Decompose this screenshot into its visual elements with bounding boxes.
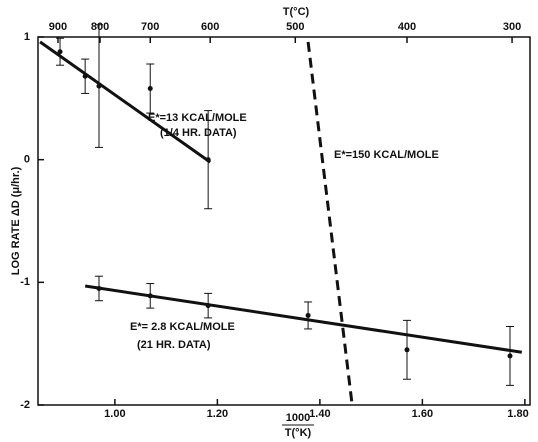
annotation: E*=13 KCAL/MOLE <box>148 112 247 124</box>
x-tick-label: 1.40 <box>309 408 330 420</box>
data-point <box>404 347 410 353</box>
x-tick-label: 1.20 <box>207 408 228 420</box>
data-point <box>507 353 513 359</box>
y-axis-label: LOG RATE ΔD (μ/hr.) <box>10 166 22 275</box>
fit-line <box>39 40 212 164</box>
top-tick-label: 700 <box>141 21 159 33</box>
x-tick-label: 1.60 <box>412 408 433 420</box>
data-point <box>205 303 211 309</box>
y-tick-label: 0 <box>24 154 30 166</box>
data-point <box>82 73 88 79</box>
x-axis-label-numerator: 1000 <box>286 412 310 424</box>
data-point <box>96 83 102 89</box>
data-point <box>96 285 102 291</box>
annotation: (1/4 HR. DATA) <box>160 127 237 139</box>
data-point <box>147 293 153 299</box>
top-tick-label: 900 <box>49 21 67 33</box>
annotation: E*= 2.8 KCAL/MOLE <box>130 321 235 333</box>
x-tick-label: 1.00 <box>104 408 125 420</box>
data-point <box>305 312 311 318</box>
fit-line <box>84 284 523 354</box>
top-tick-label: 800 <box>91 21 109 33</box>
data-point <box>205 157 211 163</box>
data-point <box>57 49 63 55</box>
plot-frame <box>37 36 531 406</box>
top-tick-label: 300 <box>503 21 521 33</box>
top-axis-label: T(°C) <box>283 6 310 18</box>
top-tick-label: 400 <box>398 21 416 33</box>
x-axis-label-denominator: T(°K) <box>285 427 312 439</box>
annotation: (21 HR. DATA) <box>137 339 211 351</box>
y-tick-label: -2 <box>20 399 30 411</box>
top-tick-label: 600 <box>201 21 219 33</box>
top-tick-label: 500 <box>286 21 304 33</box>
data-point <box>147 86 153 92</box>
x-tick-label: 1.80 <box>507 408 528 420</box>
annotation: E*=150 KCAL/MOLE <box>334 149 439 161</box>
y-tick-label: -1 <box>20 276 30 288</box>
fit-line <box>306 41 354 406</box>
y-tick-label: 1 <box>24 31 30 43</box>
